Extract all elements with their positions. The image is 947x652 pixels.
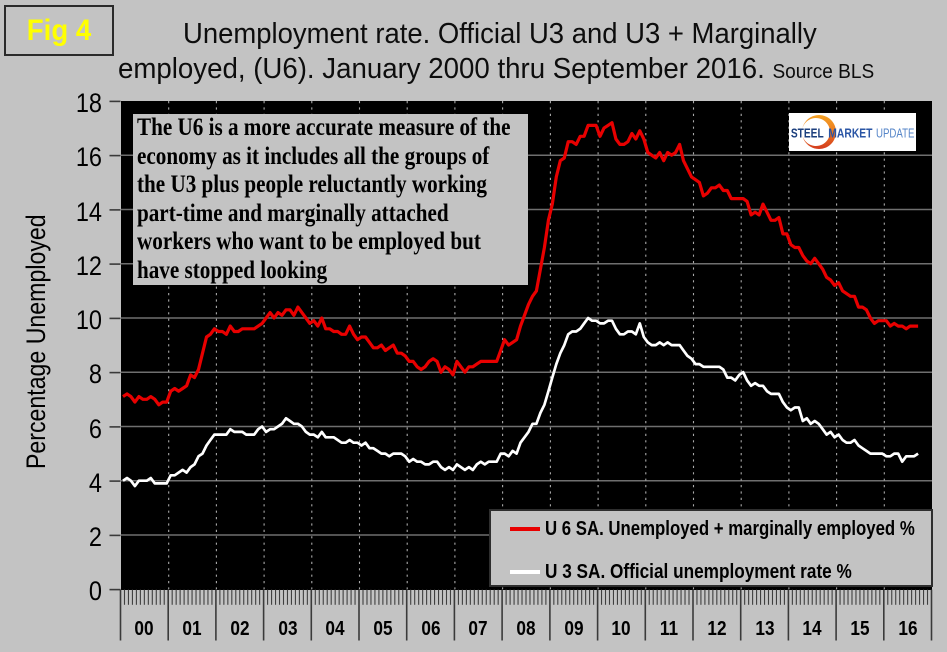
svg-text:STEEL: STEEL xyxy=(790,125,823,140)
svg-text:UPDATE: UPDATE xyxy=(876,125,915,140)
svg-text:MARKET: MARKET xyxy=(828,125,872,140)
